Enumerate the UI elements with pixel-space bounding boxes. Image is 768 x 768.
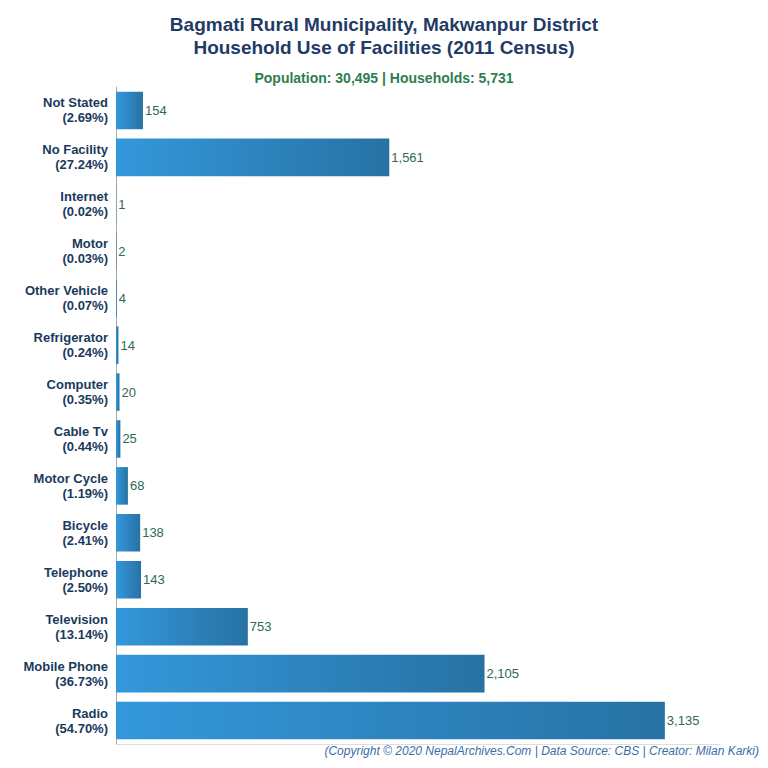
svg-text:1: 1: [118, 197, 125, 212]
svg-text:25: 25: [122, 431, 136, 446]
svg-text:20: 20: [122, 385, 136, 400]
svg-text:(13.14%): (13.14%): [55, 627, 108, 642]
svg-text:Television: Television: [45, 612, 108, 627]
svg-text:(27.24%): (27.24%): [55, 157, 108, 172]
svg-text:2,105: 2,105: [487, 666, 520, 681]
svg-text:143: 143: [143, 572, 165, 587]
svg-text:138: 138: [142, 525, 164, 540]
svg-text:Motor: Motor: [72, 236, 108, 251]
svg-text:(1.19%): (1.19%): [62, 486, 108, 501]
svg-text:(0.24%): (0.24%): [62, 345, 108, 360]
svg-text:2: 2: [118, 244, 125, 259]
svg-text:(Copyright © 2020 NepalArchive: (Copyright © 2020 NepalArchives.Com | Da…: [324, 744, 759, 758]
svg-text:Internet: Internet: [60, 189, 108, 204]
svg-text:Not Stated: Not Stated: [43, 95, 108, 110]
svg-text:(36.73%): (36.73%): [55, 674, 108, 689]
svg-text:(54.70%): (54.70%): [55, 721, 108, 736]
svg-text:14: 14: [120, 338, 134, 353]
svg-text:(2.41%): (2.41%): [62, 533, 108, 548]
svg-text:Radio: Radio: [72, 706, 108, 721]
svg-text:Household Use of Facilities (2: Household Use of Facilities (2011 Census…: [193, 37, 574, 58]
svg-text:68: 68: [130, 478, 144, 493]
svg-text:154: 154: [145, 103, 167, 118]
svg-text:Bagmati Rural Municipality, Ma: Bagmati Rural Municipality, Makwanpur Di…: [170, 14, 599, 35]
svg-text:753: 753: [250, 619, 272, 634]
svg-text:Computer: Computer: [47, 377, 108, 392]
svg-text:Mobile Phone: Mobile Phone: [24, 659, 109, 674]
svg-text:4: 4: [119, 291, 126, 306]
svg-text:Other Vehicle: Other Vehicle: [25, 283, 108, 298]
svg-text:Population: 30,495 | Household: Population: 30,495 | Households: 5,731: [254, 70, 513, 86]
svg-text:(0.44%): (0.44%): [62, 439, 108, 454]
svg-text:(2.69%): (2.69%): [62, 110, 108, 125]
svg-text:Bicycle: Bicycle: [62, 518, 108, 533]
svg-text:(0.02%): (0.02%): [62, 204, 108, 219]
svg-text:3,135: 3,135: [667, 713, 700, 728]
svg-text:1,561: 1,561: [391, 150, 424, 165]
svg-text:(0.35%): (0.35%): [62, 392, 108, 407]
svg-text:Cable Tv: Cable Tv: [54, 424, 109, 439]
svg-text:(2.50%): (2.50%): [62, 580, 108, 595]
svg-text:(0.03%): (0.03%): [62, 251, 108, 266]
svg-text:Refrigerator: Refrigerator: [34, 330, 108, 345]
svg-text:(0.07%): (0.07%): [62, 298, 108, 313]
svg-text:Motor Cycle: Motor Cycle: [34, 471, 108, 486]
svg-text:No Facility: No Facility: [42, 142, 109, 157]
svg-text:Telephone: Telephone: [44, 565, 108, 580]
